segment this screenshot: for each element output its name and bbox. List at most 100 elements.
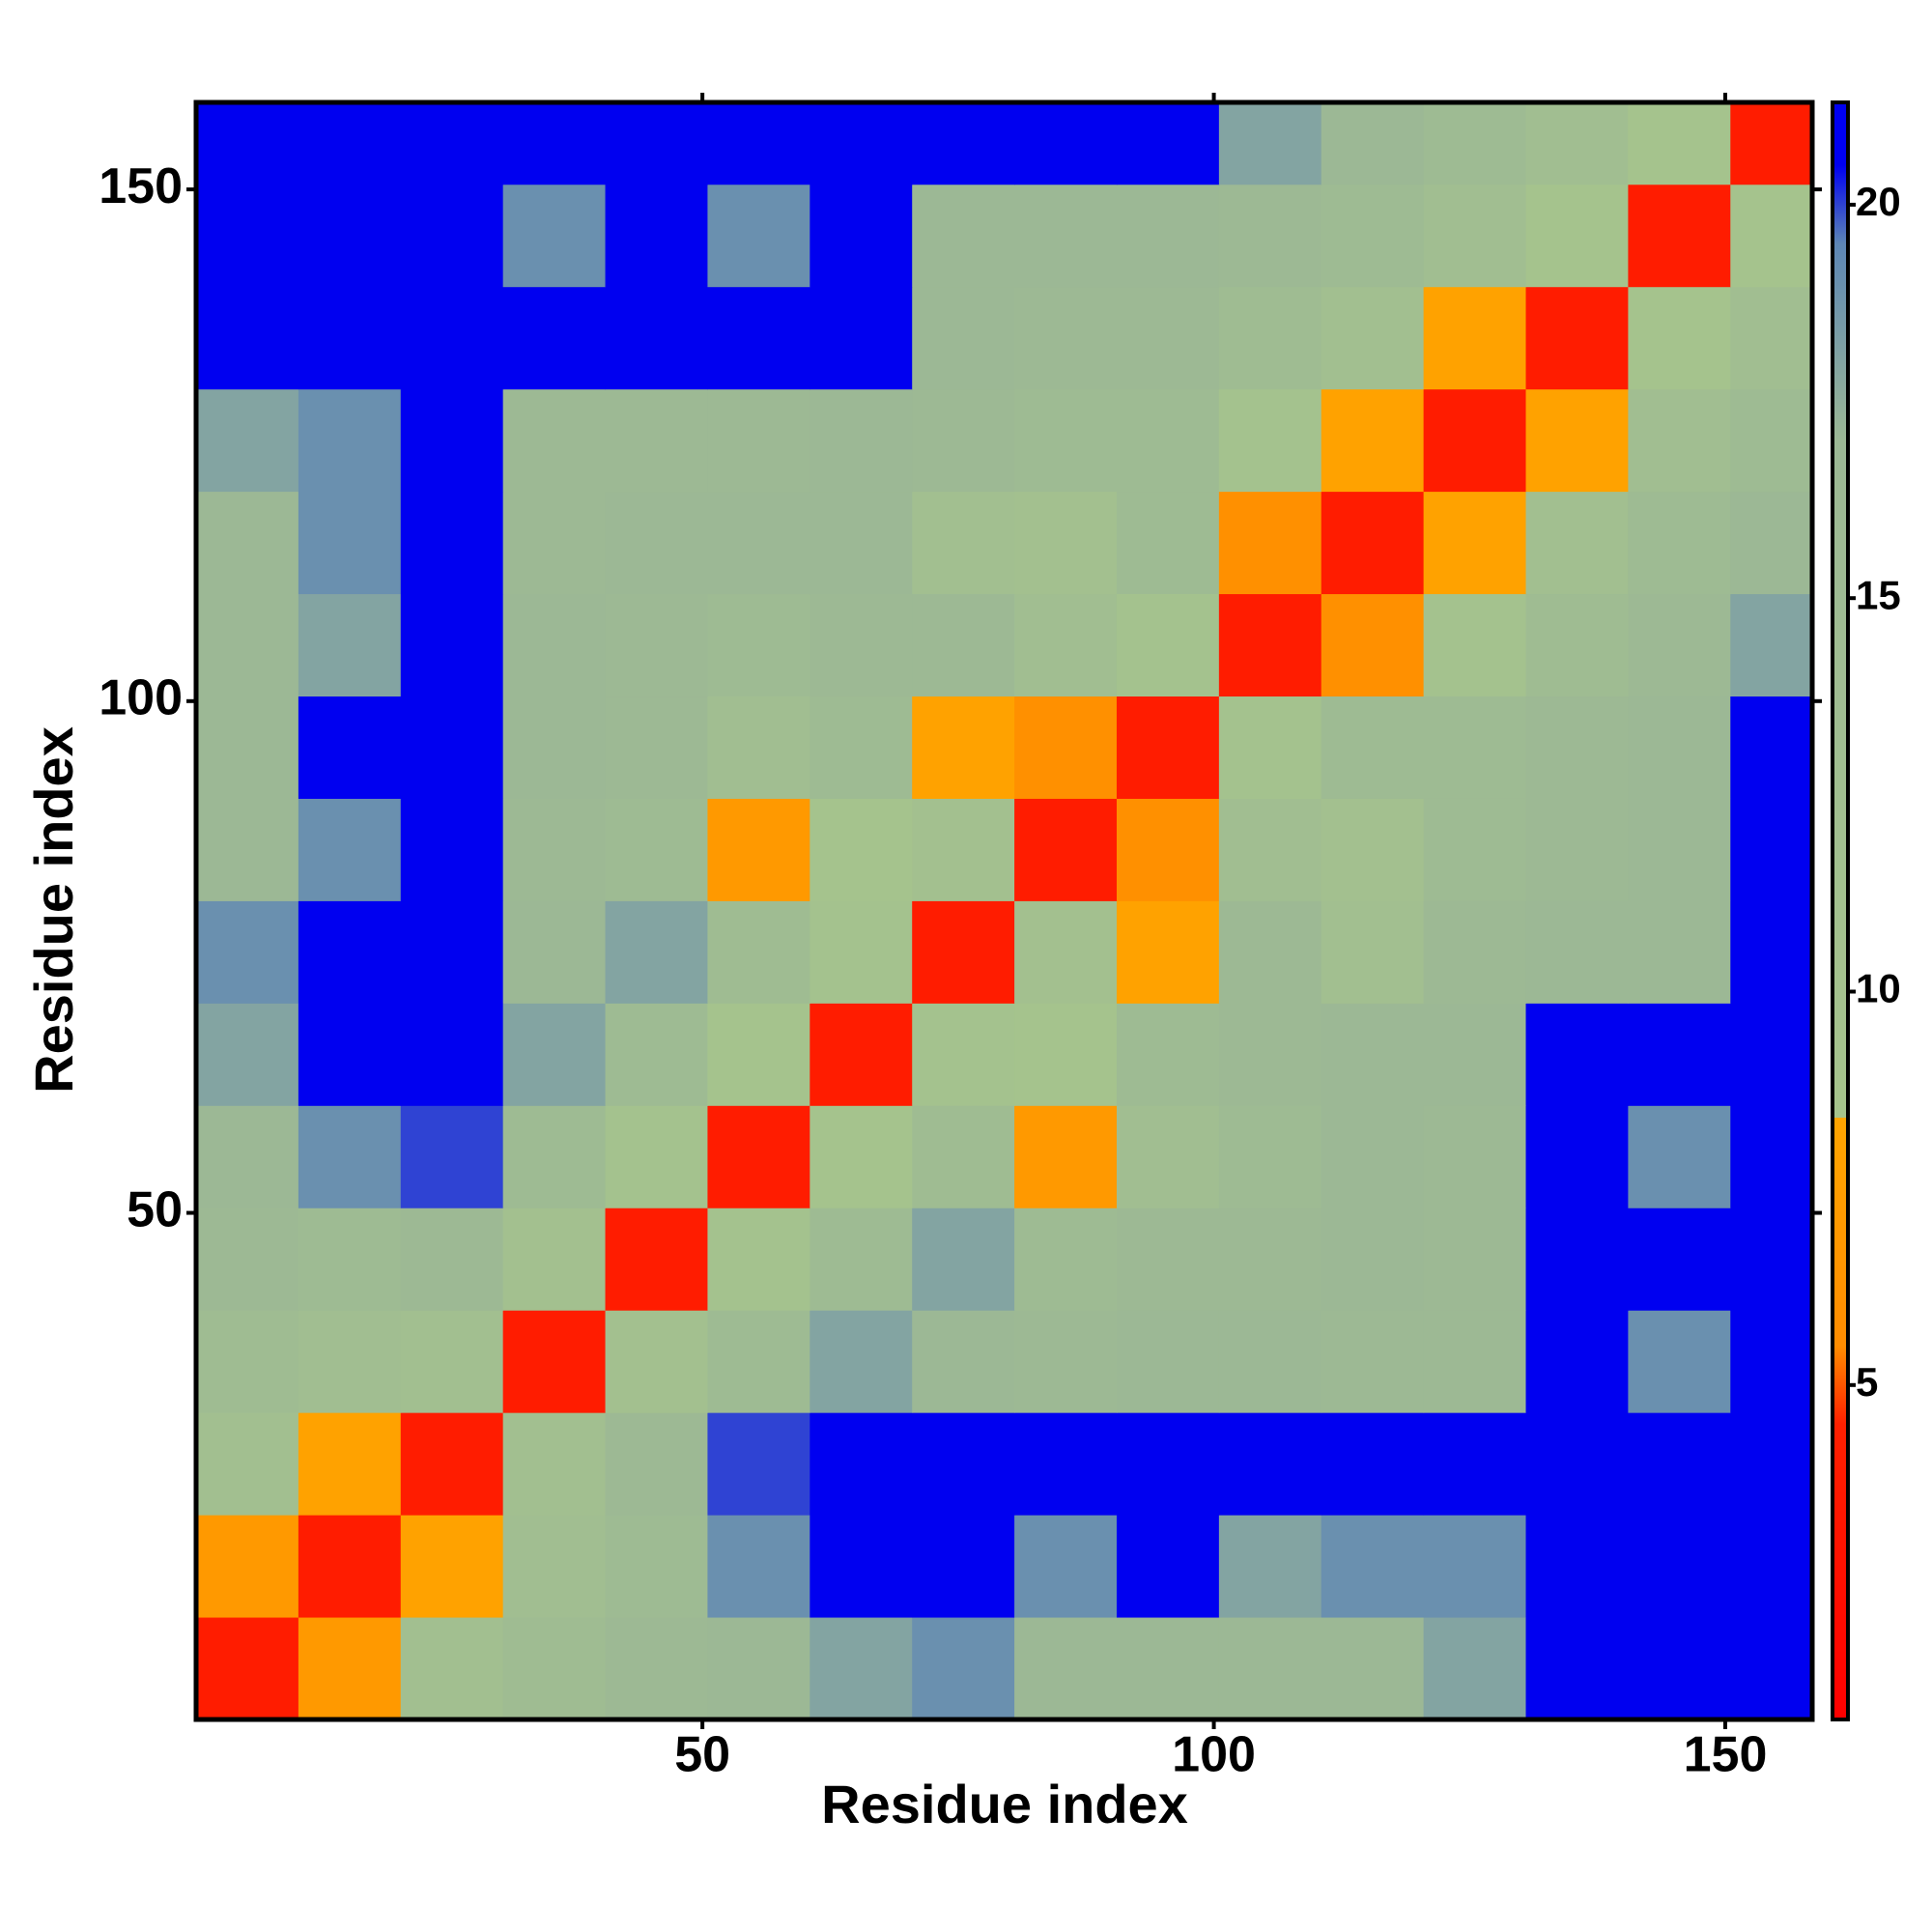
cell	[1525, 388, 1629, 493]
cell	[605, 1105, 708, 1208]
cell	[1628, 1105, 1731, 1208]
cell	[1628, 1208, 1731, 1311]
cell	[298, 491, 402, 595]
cell	[502, 1310, 607, 1413]
cell	[1628, 1310, 1731, 1413]
cell	[707, 491, 810, 595]
cell	[400, 184, 504, 288]
cell	[707, 593, 810, 697]
cell	[400, 1310, 504, 1413]
cell	[1321, 1617, 1425, 1720]
cell	[707, 1105, 810, 1208]
cell	[1628, 1515, 1731, 1618]
cell	[912, 1105, 1015, 1208]
cell	[605, 1515, 708, 1618]
cell	[502, 388, 607, 493]
cell	[1014, 1208, 1118, 1311]
cell	[1321, 184, 1425, 288]
cell	[1628, 1003, 1731, 1106]
cell	[298, 1412, 402, 1516]
cell	[1218, 184, 1322, 288]
cell	[1730, 286, 1813, 390]
cell	[810, 1105, 913, 1208]
cell	[912, 286, 1015, 390]
x-tick-label: 100	[1172, 1727, 1256, 1783]
cell	[196, 102, 299, 185]
cell	[298, 1617, 402, 1720]
cell	[912, 184, 1015, 288]
cell	[707, 1208, 810, 1311]
y-axis-title: Residue index	[23, 726, 84, 1094]
cell	[1730, 491, 1813, 595]
cell	[298, 593, 402, 697]
cell	[1116, 1208, 1220, 1311]
cell	[1014, 593, 1118, 697]
cell	[810, 1617, 913, 1720]
cell	[707, 1515, 810, 1618]
cell	[400, 491, 504, 595]
cell	[298, 1515, 402, 1618]
cell	[1218, 102, 1322, 185]
cell	[502, 900, 607, 1004]
cell	[196, 1617, 299, 1720]
cell	[1730, 900, 1813, 1004]
cell	[298, 1208, 402, 1311]
cell	[707, 1003, 810, 1106]
cell	[1730, 388, 1813, 493]
cell	[1321, 286, 1425, 390]
cell	[605, 388, 708, 493]
cell	[1321, 900, 1425, 1004]
cell	[1218, 798, 1322, 901]
cell	[1014, 102, 1118, 185]
cell	[400, 1617, 504, 1720]
cell	[400, 900, 504, 1004]
cell	[502, 1003, 607, 1106]
cell	[1525, 1617, 1629, 1720]
cell	[1116, 1003, 1220, 1106]
cell	[1423, 1310, 1527, 1413]
cell	[1116, 286, 1220, 390]
cell	[1014, 696, 1118, 799]
cell	[400, 1003, 504, 1106]
cell	[1014, 798, 1118, 901]
cell	[1116, 102, 1220, 185]
cell	[707, 388, 810, 493]
cell	[605, 1412, 708, 1516]
cell	[1730, 1003, 1813, 1106]
cell	[1628, 388, 1731, 493]
cell	[1218, 1412, 1322, 1516]
cell	[1116, 1412, 1220, 1516]
cell	[1525, 696, 1629, 799]
cell	[1218, 1310, 1322, 1413]
cell	[1218, 1617, 1322, 1720]
cell	[400, 286, 504, 390]
cell	[810, 184, 913, 288]
cell	[298, 388, 402, 493]
cell	[1525, 593, 1629, 697]
cell	[912, 1412, 1015, 1516]
cell	[298, 1003, 402, 1106]
cell	[1014, 1617, 1118, 1720]
cell	[1116, 798, 1220, 901]
cell	[1628, 286, 1731, 390]
cell	[1423, 1208, 1527, 1311]
cell	[707, 286, 810, 390]
cell	[912, 696, 1015, 799]
cell	[1014, 491, 1118, 595]
cell	[400, 1208, 504, 1311]
cell	[502, 1105, 607, 1208]
cell	[502, 1412, 607, 1516]
cell	[1423, 102, 1527, 185]
cell	[605, 1617, 708, 1720]
cell	[1218, 1003, 1322, 1106]
cell	[1116, 593, 1220, 697]
cell	[1525, 286, 1629, 390]
cell	[1730, 1515, 1813, 1618]
cell	[1321, 102, 1425, 185]
cell	[298, 900, 402, 1004]
cell	[1628, 696, 1731, 799]
cell	[400, 798, 504, 901]
cell	[810, 388, 913, 493]
cell	[1116, 1310, 1220, 1413]
cell	[196, 798, 299, 901]
